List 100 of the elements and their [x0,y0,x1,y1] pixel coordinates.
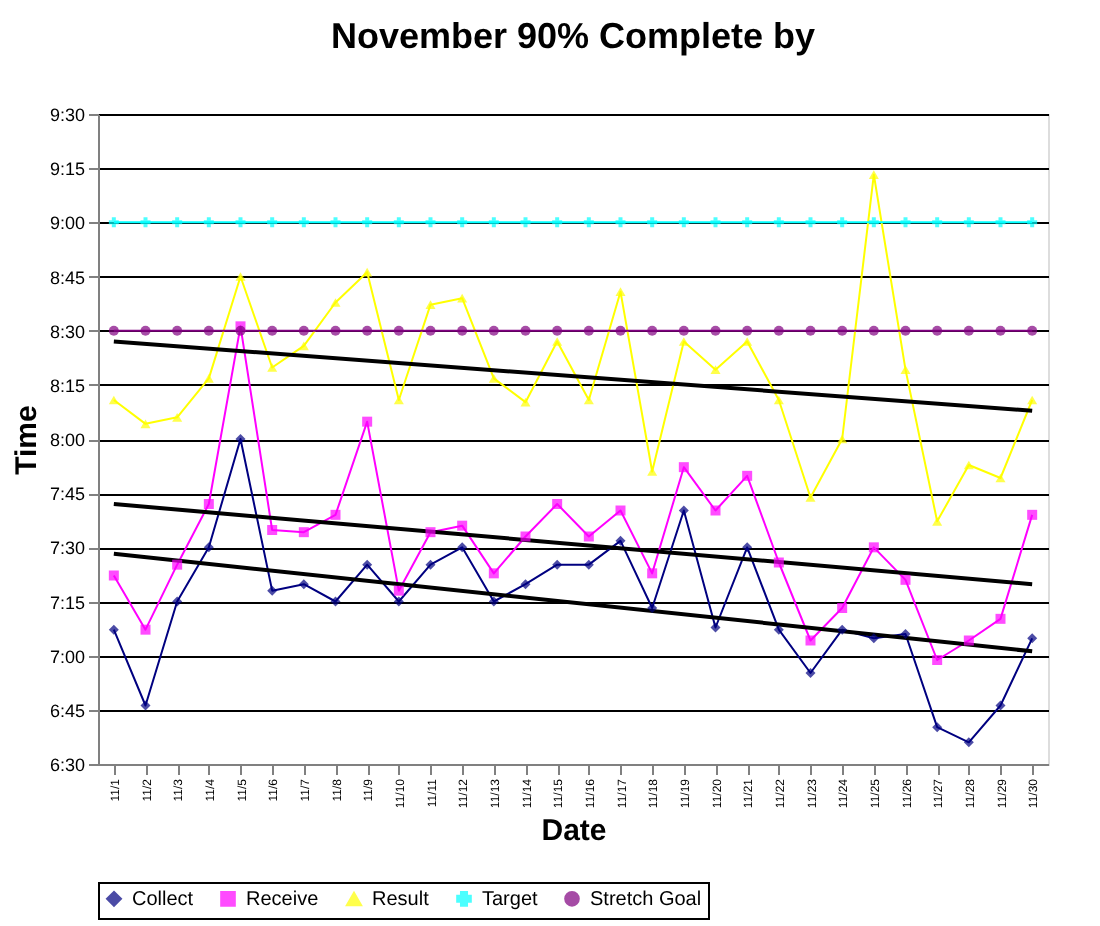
point [393,217,404,228]
point [805,217,816,228]
point [362,559,373,570]
point [552,499,563,509]
point [267,585,278,596]
point [900,325,911,336]
point [868,170,879,179]
x-axis-title: Date [541,814,607,849]
point [457,217,468,228]
point [742,337,753,346]
point [773,217,784,228]
point [393,585,404,596]
point [393,596,404,607]
point [773,557,784,568]
point [425,325,436,336]
y-tick-label: 6:45 [49,700,85,721]
point [678,325,689,336]
point [520,217,531,228]
point [108,217,119,228]
point [615,325,626,336]
chart-title: November 90% Complete by [330,16,816,56]
legend-label: Target [482,888,539,911]
point [172,596,183,607]
point [1027,633,1038,644]
point [742,470,753,481]
point [140,325,151,336]
point [710,622,721,633]
point [457,293,468,303]
point [488,217,499,228]
point [837,603,848,613]
point [203,217,214,228]
legend-label: Stretch Goal [590,888,702,911]
point [488,374,499,383]
point [710,217,721,228]
point [837,217,848,228]
point [805,635,816,646]
point [1027,325,1038,336]
point [868,633,879,644]
point [235,272,246,281]
y-tick-label: 8:00 [49,430,85,450]
point [298,527,309,538]
point [995,325,1006,336]
point [362,217,373,228]
point [203,374,214,383]
y-tick-label: 6:30 [49,755,85,775]
point [108,570,119,581]
point [330,509,341,520]
point [932,655,943,665]
point [868,217,879,228]
point [678,462,689,473]
point [995,217,1006,228]
point [393,325,404,336]
y-axis-title: Time [9,405,44,475]
point [552,217,563,228]
point [647,568,658,579]
point [140,624,151,635]
point [615,505,626,516]
point [108,624,119,635]
point [583,395,594,405]
point [235,217,246,228]
point [742,217,753,228]
point [488,325,499,336]
y-tick-label: 9:15 [49,159,85,180]
point [678,337,689,346]
point [615,535,626,546]
point [172,325,183,336]
point [298,579,309,590]
point [868,325,879,336]
point [995,473,1006,483]
point [710,365,721,374]
point [140,217,151,228]
point [647,325,658,336]
point [1027,217,1038,228]
point [900,574,911,585]
point [678,505,689,516]
point [203,542,214,553]
point [963,635,974,646]
point [900,217,911,228]
point [425,217,436,228]
y-tick-label: 7:00 [49,646,85,667]
point [900,365,911,374]
point [267,325,278,336]
point [298,325,309,336]
point [140,419,151,429]
point [552,337,563,346]
point [583,217,594,228]
point [583,531,594,542]
point [773,325,784,336]
point [488,596,499,607]
point [773,395,784,405]
point [900,629,911,639]
point [583,559,594,570]
point [1027,395,1038,405]
point [805,493,816,502]
point [995,700,1006,711]
point [362,325,373,336]
point [932,517,943,526]
legend-label: Receive [246,888,320,911]
point [267,525,278,535]
point [108,395,119,405]
